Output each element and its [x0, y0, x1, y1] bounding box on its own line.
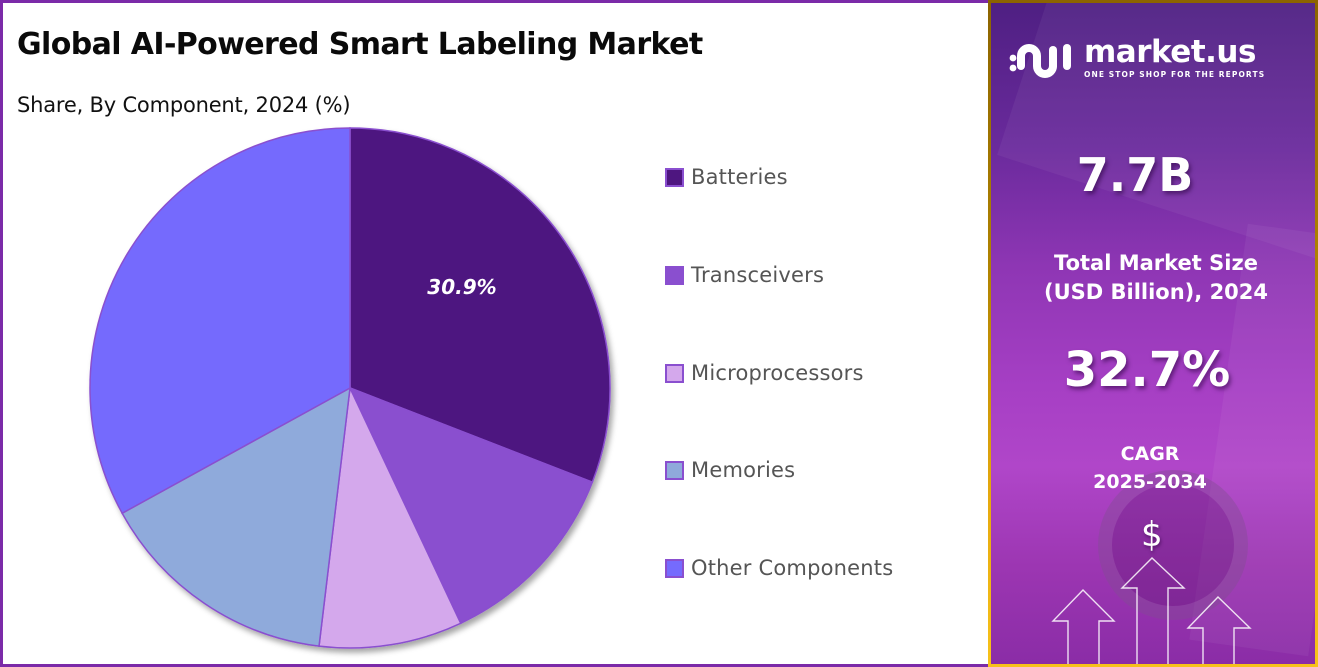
arrow-up-icon — [1120, 557, 1186, 667]
legend-swatch — [665, 265, 684, 285]
legend-swatch — [665, 167, 684, 187]
legend-label: Batteries — [691, 165, 788, 189]
legend-item-microprocessors: Microprocessors — [665, 359, 864, 387]
legend-label: Memories — [691, 458, 796, 482]
pie-slices — [89, 127, 611, 649]
legend-swatch — [665, 363, 684, 383]
legend-swatch — [665, 558, 684, 578]
chart-panel: 30.9% Global AI-Powered Smart Labeling M… — [0, 0, 988, 667]
arrow-up-icon — [1051, 589, 1116, 667]
stats-sidebar: market.us ONE STOP SHOP FOR THE REPORTS … — [988, 0, 1318, 667]
legend-item-batteries: Batteries — [665, 163, 788, 191]
chart-subtitle: Share, By Component, 2024 (%) — [17, 93, 351, 117]
pie-slice-batteries — [349, 127, 611, 484]
pie-slice-other-components — [89, 127, 351, 515]
legend-label: Microprocessors — [691, 361, 864, 385]
legend-swatch — [665, 460, 684, 480]
pie-slice-microprocessors — [318, 385, 462, 649]
legend-item-other-components: Other Components — [665, 554, 893, 582]
pie-chart: 30.9% — [89, 127, 611, 649]
pie-slice-transceivers — [348, 386, 594, 625]
legend-item-transceivers: Transceivers — [665, 261, 824, 289]
slice-label-batteries: 30.9% — [427, 275, 496, 299]
chart-title: Global AI-Powered Smart Labeling Market — [17, 27, 703, 62]
legend-label: Transceivers — [691, 263, 825, 287]
legend-label: Other Components — [691, 556, 894, 580]
legend-item-memories: Memories — [665, 456, 795, 484]
pie-slice-memories — [121, 386, 351, 647]
arrow-up-icon — [1186, 596, 1252, 667]
growth-arrows-icon — [1051, 557, 1252, 667]
